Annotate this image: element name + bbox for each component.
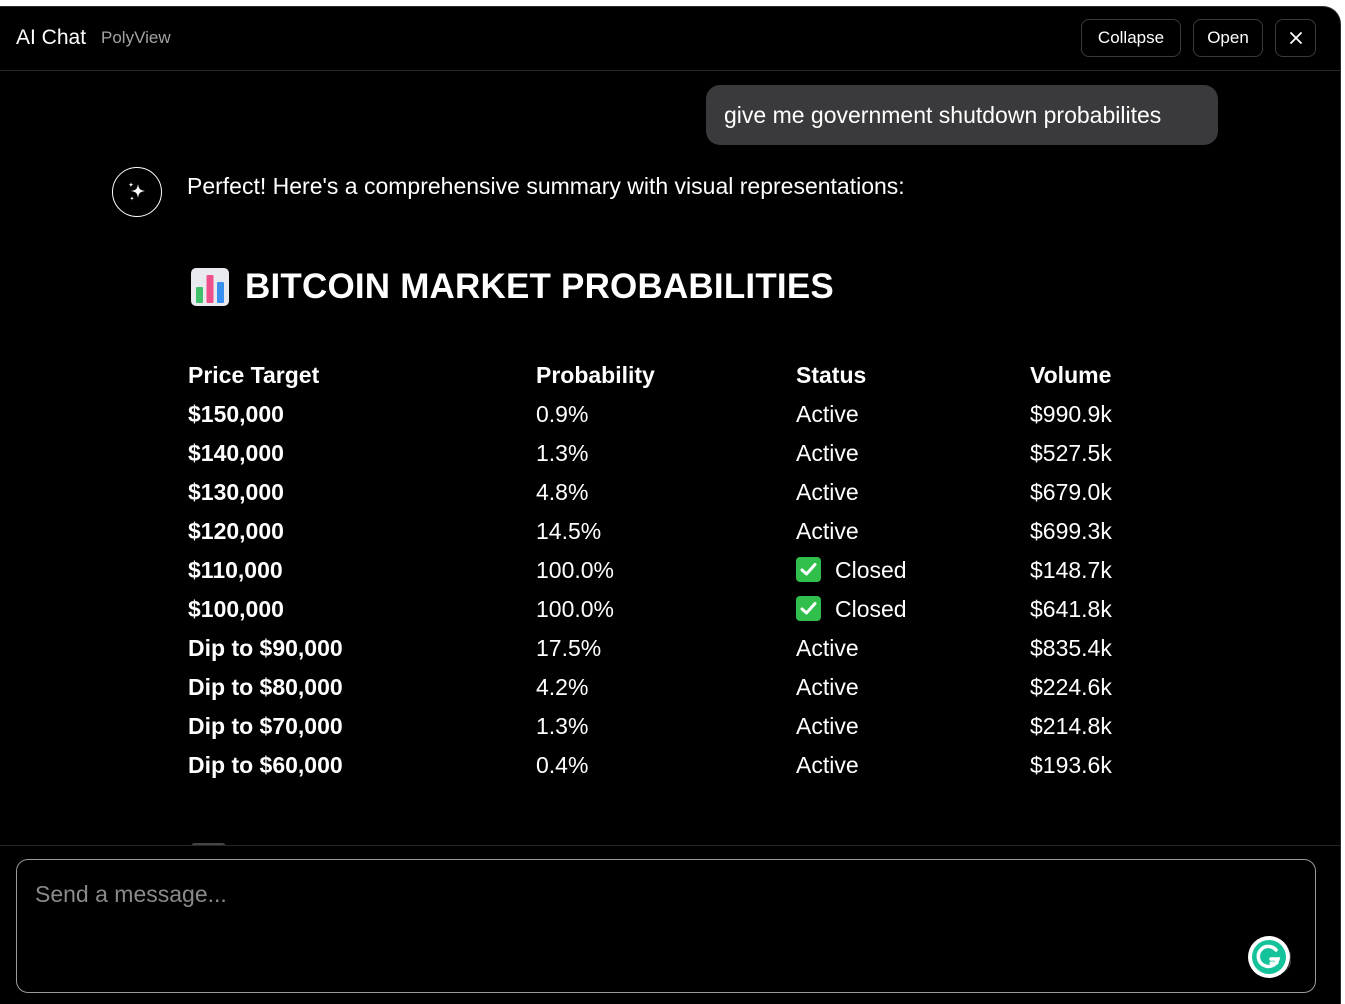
price-target-cell: $100,000 xyxy=(188,596,284,622)
table-row: $130,000 4.8% Active $679.0k xyxy=(188,473,1190,512)
status-cell: Active xyxy=(796,512,1030,551)
table-row: Dip to $60,000 0.4% Active $193.6k xyxy=(188,746,1190,785)
probability-cell: 17.5% xyxy=(536,635,602,661)
status-cell: Active xyxy=(796,668,1030,707)
message-input[interactable] xyxy=(35,874,1235,914)
collapse-button[interactable]: Collapse xyxy=(1081,19,1181,57)
price-target-cell: Dip to $70,000 xyxy=(188,713,343,739)
close-button[interactable] xyxy=(1275,19,1316,57)
volume-cell: $835.4k xyxy=(1030,635,1112,661)
price-target-cell: Dip to $90,000 xyxy=(188,635,343,661)
status-cell: Active xyxy=(796,746,1030,785)
table-row: Dip to $80,000 4.2% Active $224.6k xyxy=(188,668,1190,707)
open-button[interactable]: Open xyxy=(1193,19,1263,57)
status-cell: Active xyxy=(796,395,1030,434)
assistant-avatar xyxy=(112,167,162,217)
probability-cell: 4.8% xyxy=(536,479,589,505)
probability-cell: 0.9% xyxy=(536,401,589,427)
sparkle-icon xyxy=(128,182,145,201)
section-heading: BITCOIN MARKET PROBABILITIES xyxy=(190,267,834,307)
app-subtitle: PolyView xyxy=(101,28,171,47)
price-target-cell: $110,000 xyxy=(188,557,283,583)
assistant-intro-text: Perfect! Here's a comprehensive summary … xyxy=(187,173,905,199)
price-target-cell: $130,000 xyxy=(188,479,284,505)
status-cell: Active xyxy=(796,629,1030,668)
status-text: Active xyxy=(796,713,859,739)
status-text: Active xyxy=(796,518,859,544)
status-text: Active xyxy=(796,752,859,778)
status-text: Active xyxy=(796,440,859,466)
column-header-status: Status xyxy=(796,362,867,388)
column-header-price-target: Price Target xyxy=(188,362,320,388)
table-row: $120,000 14.5% Active $699.3k xyxy=(188,512,1190,551)
section-heading-text: BITCOIN MARKET PROBABILITIES xyxy=(245,267,834,306)
user-message: give me government shutdown probabilites xyxy=(706,85,1218,145)
status-text: Active xyxy=(796,674,859,700)
volume-cell: $641.8k xyxy=(1030,596,1112,622)
probability-cell: 0.4% xyxy=(536,752,589,778)
probability-cell: 100.0% xyxy=(536,596,615,622)
probability-cell: 4.2% xyxy=(536,674,589,700)
price-target-cell: $150,000 xyxy=(188,401,284,427)
table-row: Dip to $70,000 1.3% Active $214.8k xyxy=(188,707,1190,746)
status-cell: Active xyxy=(796,434,1030,473)
app-title: AI Chat xyxy=(16,26,87,49)
table-row: $150,000 0.9% Active $990.9k xyxy=(188,395,1190,434)
table-header-row: Price Target Probability Status Volume xyxy=(188,356,1190,395)
column-header-probability: Probability xyxy=(536,362,655,388)
table-body: $150,000 0.9% Active $990.9k $140,000 1.3% Act… xyxy=(188,395,1190,785)
message-composer xyxy=(0,845,1340,1004)
status-text: Active xyxy=(796,635,859,661)
chat-header: AI Chat PolyView Collapse Open xyxy=(0,7,1340,71)
status-text: Active xyxy=(796,401,859,427)
price-target-cell: $120,000 xyxy=(188,518,284,544)
ai-chat-window: AI Chat PolyView Collapse Open give me g… xyxy=(0,6,1341,1004)
price-target-cell: Dip to $80,000 xyxy=(188,674,343,700)
composer-box[interactable] xyxy=(16,859,1316,993)
probability-cell: 100.0% xyxy=(536,557,615,583)
status-text: Active xyxy=(796,479,859,505)
status-cell: Active xyxy=(796,473,1030,512)
volume-cell: $527.5k xyxy=(1030,440,1112,466)
volume-cell: $214.8k xyxy=(1030,713,1112,739)
table-row: $110,000 100.0% Closed $148.7k xyxy=(188,551,1190,590)
check-mark-icon xyxy=(796,557,821,582)
close-icon xyxy=(1289,32,1302,44)
table-row: $140,000 1.3% Active $527.5k xyxy=(188,434,1190,473)
grammarly-icon[interactable] xyxy=(1247,935,1291,979)
status-text: Closed xyxy=(835,596,907,622)
table-row: $100,000 100.0% Closed $641.8k xyxy=(188,590,1190,629)
status-cell: Closed xyxy=(796,551,1030,590)
probability-cell: 1.3% xyxy=(536,713,589,739)
price-target-cell: $140,000 xyxy=(188,440,284,466)
bar-chart-emoji-icon xyxy=(191,268,229,306)
volume-cell: $148.7k xyxy=(1030,557,1112,583)
status-cell: Closed xyxy=(796,590,1030,629)
market-probabilities-table: Price Target Probability Status Volume $… xyxy=(188,356,1190,785)
status-cell: Active xyxy=(796,707,1030,746)
volume-cell: $679.0k xyxy=(1030,479,1112,505)
volume-cell: $224.6k xyxy=(1030,674,1112,700)
status-text: Closed xyxy=(835,557,907,583)
check-mark-icon xyxy=(796,596,821,621)
volume-cell: $193.6k xyxy=(1030,752,1112,778)
volume-cell: $990.9k xyxy=(1030,401,1112,427)
table-row: Dip to $90,000 17.5% Active $835.4k xyxy=(188,629,1190,668)
volume-cell: $699.3k xyxy=(1030,518,1112,544)
probability-cell: 1.3% xyxy=(536,440,589,466)
probability-cell: 14.5% xyxy=(536,518,602,544)
column-header-volume: Volume xyxy=(1030,362,1112,388)
user-message-text: give me government shutdown probabilites xyxy=(724,101,1162,128)
price-target-cell: Dip to $60,000 xyxy=(188,752,343,778)
